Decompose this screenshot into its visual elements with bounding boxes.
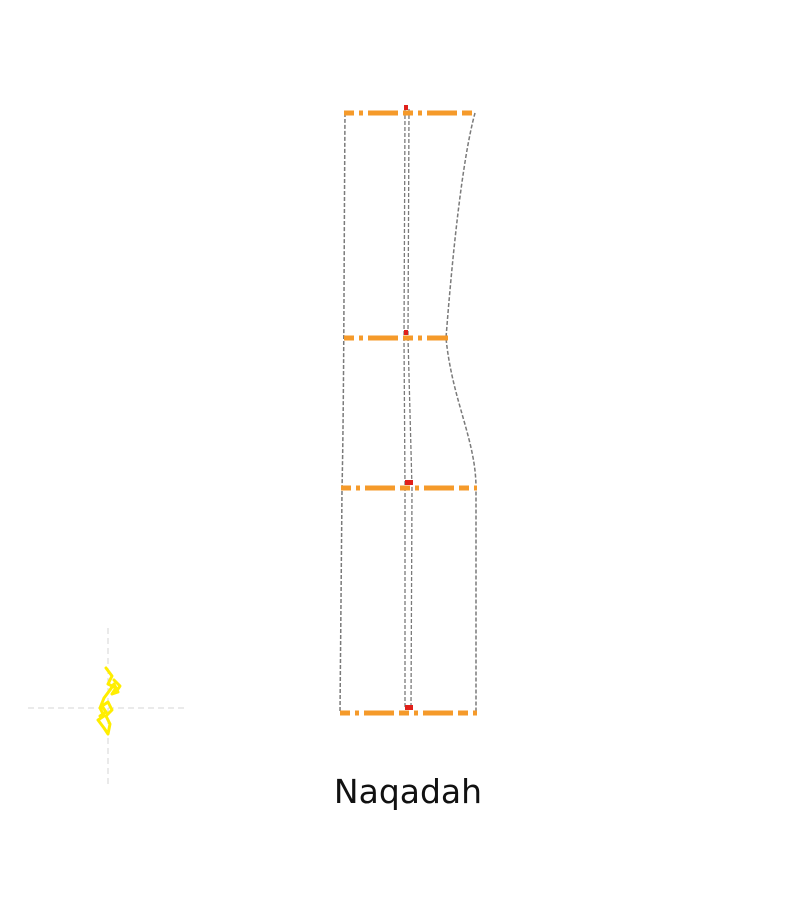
right-wall-line — [445, 112, 477, 713]
outer-profile — [339, 112, 477, 714]
joint-mark-base — [405, 705, 413, 710]
yellow-marker — [96, 666, 122, 736]
joint-mark-lower — [405, 480, 413, 485]
joint-mark-top — [404, 105, 408, 110]
center-line-right — [407, 108, 413, 709]
crosshair — [28, 628, 188, 788]
section-lines — [340, 110, 477, 716]
joint-marks — [404, 105, 413, 710]
site-caption: Naqadah — [333, 772, 483, 811]
marker-scribble-2 — [112, 678, 122, 694]
left-wall-line — [339, 112, 346, 714]
center-axis — [403, 108, 413, 709]
center-line-left — [403, 108, 406, 708]
marker-scribble — [96, 666, 120, 736]
joint-mark-upper — [404, 330, 408, 335]
